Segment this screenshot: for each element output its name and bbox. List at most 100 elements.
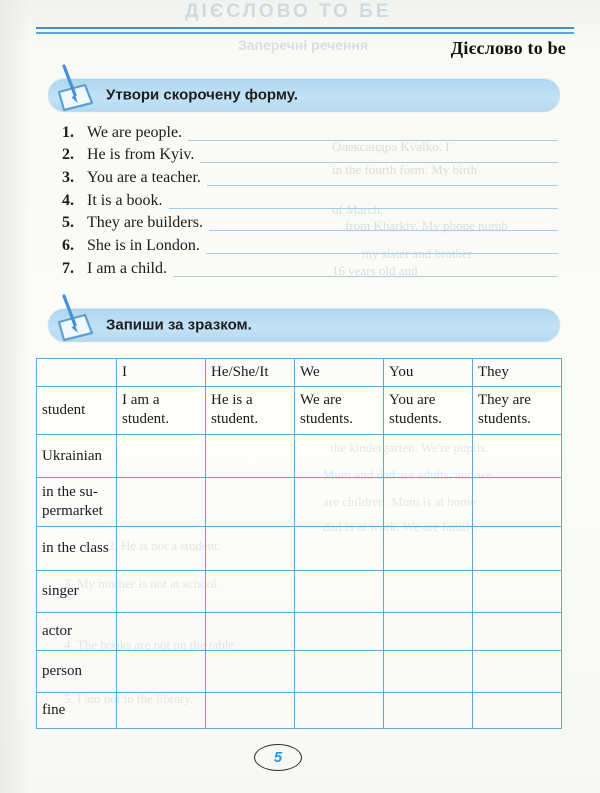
table-cell bbox=[294, 526, 384, 571]
table-cell bbox=[205, 526, 295, 571]
table-cell bbox=[472, 434, 562, 478]
table-cell: I am a student. bbox=[116, 386, 206, 435]
exercise-item: 3. You are a teacher. bbox=[62, 165, 558, 188]
answer-blank-line bbox=[206, 185, 558, 187]
table-cell bbox=[205, 650, 295, 693]
table-row-label: student bbox=[36, 386, 117, 435]
table-cell bbox=[116, 477, 206, 527]
table-cell: They are students. bbox=[472, 386, 562, 435]
table-cell bbox=[116, 692, 206, 729]
table-cell bbox=[472, 650, 562, 693]
table-cell bbox=[205, 612, 295, 651]
answer-blank-line bbox=[172, 275, 558, 277]
answer-blank-line bbox=[200, 162, 558, 164]
table-cell bbox=[383, 526, 473, 571]
table-cell bbox=[383, 650, 473, 693]
table-cell bbox=[383, 434, 473, 478]
table-header-cell: They bbox=[472, 358, 562, 387]
table-cell bbox=[294, 570, 384, 613]
table-row-label: in the class bbox=[36, 526, 117, 571]
table-cell bbox=[472, 612, 562, 651]
table-header-cell: You bbox=[383, 358, 473, 387]
table-cell bbox=[205, 570, 295, 613]
item-text: He is from Kyiv. bbox=[87, 146, 195, 164]
pencil-icon bbox=[57, 294, 94, 342]
table-row: in the su-permarket bbox=[36, 477, 562, 527]
conjugation-table: I He/She/It We You They student I am a s… bbox=[36, 358, 562, 729]
table-header-cell: He/She/It bbox=[205, 358, 295, 387]
answer-blank-line bbox=[188, 139, 558, 141]
table-cell bbox=[383, 612, 473, 651]
answer-blank-line bbox=[208, 230, 558, 232]
table-cell bbox=[294, 477, 384, 527]
table-cell bbox=[472, 477, 562, 527]
task-box-1: Утвори скорочену форму. bbox=[48, 64, 560, 112]
table-cell bbox=[383, 477, 473, 527]
bleed-through-text: ДІЄСЛОВО ТО БЕ bbox=[185, 1, 392, 22]
table-cell bbox=[205, 692, 295, 729]
table-row: actor bbox=[36, 612, 562, 651]
table-cell bbox=[383, 692, 473, 729]
table-header-cell bbox=[36, 358, 117, 387]
table-header-cell: We bbox=[294, 358, 384, 387]
item-number: 1. bbox=[62, 123, 74, 141]
table-row-label: in the su-permarket bbox=[36, 477, 117, 527]
table-row: singer bbox=[36, 570, 562, 613]
table-cell: He is a student. bbox=[205, 386, 295, 435]
table-row: fine bbox=[36, 692, 562, 729]
table-cell bbox=[205, 477, 295, 527]
table-row: Ukrainian bbox=[36, 434, 562, 478]
item-text: I am a child. bbox=[87, 259, 167, 277]
bleed-through-text: Заперечні речення bbox=[238, 37, 369, 53]
exercise-item: 5. They are builders. bbox=[62, 211, 558, 234]
exercise-item: 1. We are people. bbox=[62, 120, 558, 143]
item-text: It is a book. bbox=[87, 191, 163, 209]
table-row-label: actor bbox=[36, 612, 117, 651]
table-cell bbox=[116, 650, 206, 693]
exercise-item: 7. I am a child. bbox=[62, 256, 558, 279]
table-cell bbox=[116, 612, 206, 651]
exercise-1-list: 1. We are people. 2. He is from Kyiv. 3.… bbox=[62, 120, 558, 279]
table-cell bbox=[116, 570, 206, 613]
table-row: student I am a student. He is a student.… bbox=[36, 386, 562, 435]
item-number: 2. bbox=[62, 146, 74, 164]
table-cell bbox=[294, 650, 384, 693]
item-text: We are people. bbox=[87, 123, 183, 141]
task-instruction: Запиши за зразком. bbox=[106, 316, 252, 333]
header-double-rule bbox=[36, 27, 574, 34]
table-row-label: fine bbox=[36, 692, 117, 729]
table-row: person bbox=[36, 650, 562, 693]
table-cell bbox=[472, 570, 562, 613]
table-cell bbox=[116, 434, 206, 478]
page-number-badge: 5 bbox=[254, 744, 302, 771]
item-number: 7. bbox=[62, 259, 74, 277]
table-cell bbox=[472, 526, 562, 571]
item-text: She is in London. bbox=[87, 237, 200, 255]
page-number: 5 bbox=[273, 749, 283, 766]
item-text: You are a teacher. bbox=[87, 169, 201, 187]
table-cell bbox=[294, 612, 384, 651]
answer-blank-line bbox=[205, 253, 558, 255]
table-row-label: singer bbox=[36, 570, 117, 613]
table-cell bbox=[205, 434, 295, 478]
task-instruction: Утвори скорочену форму. bbox=[106, 86, 298, 103]
item-number: 3. bbox=[62, 169, 74, 187]
table-cell bbox=[294, 692, 384, 729]
table-row-label: Ukrainian bbox=[36, 434, 117, 478]
task-box-2: Запиши за зразком. bbox=[48, 294, 560, 342]
table-header-cell: I bbox=[116, 358, 206, 387]
pencil-icon bbox=[57, 64, 94, 112]
table-cell bbox=[116, 526, 206, 571]
table-cell: You are students. bbox=[383, 386, 473, 435]
table-row-label: person bbox=[36, 650, 117, 693]
answer-blank-line bbox=[168, 207, 558, 209]
table-cell bbox=[383, 570, 473, 613]
table-cell bbox=[472, 692, 562, 729]
table-header-row: I He/She/It We You They bbox=[36, 358, 562, 387]
item-number: 5. bbox=[62, 214, 74, 232]
page-title: Дієслово to be bbox=[450, 38, 566, 58]
table-row: in the class bbox=[36, 526, 562, 571]
item-text: They are builders. bbox=[87, 214, 203, 232]
table-cell bbox=[294, 434, 384, 478]
